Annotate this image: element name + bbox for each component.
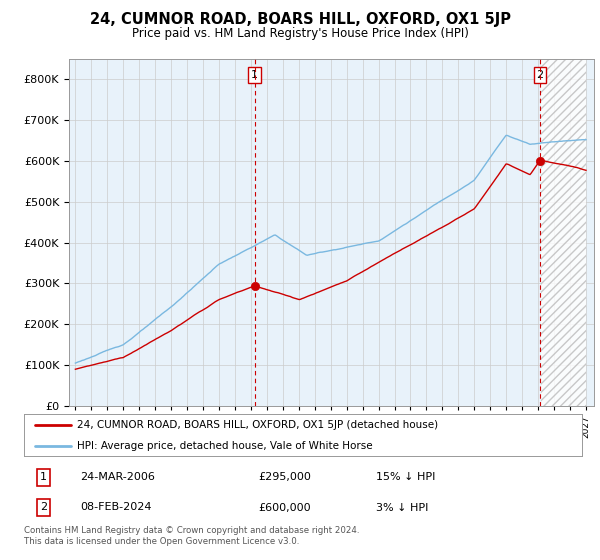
Text: HPI: Average price, detached house, Vale of White Horse: HPI: Average price, detached house, Vale… [77,441,373,451]
Text: Contains HM Land Registry data © Crown copyright and database right 2024.
This d: Contains HM Land Registry data © Crown c… [24,526,359,546]
Text: Price paid vs. HM Land Registry's House Price Index (HPI): Price paid vs. HM Land Registry's House … [131,27,469,40]
Text: 2: 2 [536,70,544,80]
Text: 24-MAR-2006: 24-MAR-2006 [80,472,155,482]
Text: 08-FEB-2024: 08-FEB-2024 [80,502,151,512]
Text: 15% ↓ HPI: 15% ↓ HPI [376,472,435,482]
Text: 24, CUMNOR ROAD, BOARS HILL, OXFORD, OX1 5JP: 24, CUMNOR ROAD, BOARS HILL, OXFORD, OX1… [89,12,511,27]
Text: 1: 1 [251,70,258,80]
Text: £600,000: £600,000 [259,502,311,512]
Text: 2: 2 [40,502,47,512]
Text: 1: 1 [40,472,47,482]
Text: 3% ↓ HPI: 3% ↓ HPI [376,502,428,512]
Text: 24, CUMNOR ROAD, BOARS HILL, OXFORD, OX1 5JP (detached house): 24, CUMNOR ROAD, BOARS HILL, OXFORD, OX1… [77,420,438,430]
Text: £295,000: £295,000 [259,472,311,482]
